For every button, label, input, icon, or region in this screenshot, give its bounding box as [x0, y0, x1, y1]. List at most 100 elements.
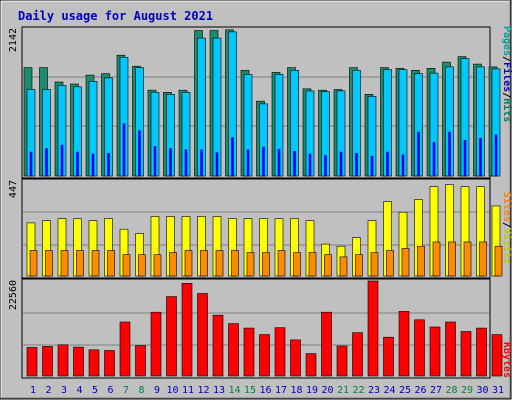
bar-kbytes-30 [476, 327, 487, 377]
bar-kbytes-11 [181, 282, 193, 377]
x-tick-23: 23 [368, 385, 380, 396]
legend-files: Files [501, 62, 512, 92]
bar-sites-30 [479, 241, 487, 277]
x-tick-18: 18 [290, 385, 302, 396]
x-tick-10: 10 [166, 385, 178, 396]
panel-visits-sites [21, 178, 491, 279]
bar-sites-21 [339, 256, 348, 277]
bar-pages-7 [122, 123, 126, 177]
bar-pages-20 [324, 155, 327, 177]
legend-hits: Hits [501, 98, 512, 122]
bar-pages-30 [479, 138, 482, 177]
x-tick-24: 24 [383, 385, 395, 396]
bar-sites-2 [45, 250, 53, 277]
bar-pages-31 [494, 134, 498, 177]
x-tick-16: 16 [259, 385, 271, 396]
bar-kbytes-28 [445, 321, 456, 377]
x-tick-3: 3 [61, 385, 67, 396]
bar-sites-6 [107, 250, 115, 277]
bar-pages-13 [215, 152, 219, 177]
x-tick-8: 8 [138, 385, 144, 396]
x-tick-25: 25 [399, 385, 411, 396]
bar-kbytes-6 [104, 350, 115, 377]
bar-pages-24 [386, 151, 389, 177]
bar-pages-16 [262, 146, 265, 177]
bar-sites-1 [29, 250, 38, 277]
bar-sites-28 [448, 241, 456, 277]
y-max-label-middle: 447 [8, 180, 19, 198]
bar-kbytes-27 [429, 326, 441, 377]
bar-sites-14 [231, 250, 239, 277]
x-tick-14: 14 [228, 385, 240, 396]
legend-kbytes: KBytes [501, 342, 512, 378]
bar-sites-15 [246, 252, 255, 277]
bar-pages-15 [246, 149, 250, 177]
x-tick-22: 22 [352, 385, 364, 396]
x-tick-7: 7 [123, 385, 129, 396]
bar-pages-10 [169, 148, 172, 177]
x-tick-21: 21 [337, 385, 349, 396]
bar-kbytes-15 [243, 327, 255, 377]
y-max-label-bottom: 22560 [8, 280, 19, 310]
bar-kbytes-17 [274, 327, 286, 377]
bar-kbytes-16 [259, 334, 270, 377]
bar-kbytes-3 [57, 344, 69, 377]
bar-sites-23 [370, 252, 379, 277]
legend-top: Pages/Files/Hits [501, 26, 512, 122]
bar-sites-8 [138, 254, 146, 277]
x-tick-28: 28 [445, 385, 457, 396]
bar-sites-29 [463, 241, 472, 277]
x-tick-5: 5 [92, 385, 98, 396]
bar-kbytes-20 [321, 311, 332, 377]
bar-sites-26 [417, 245, 425, 277]
bar-kbytes-21 [336, 345, 348, 377]
bar-sites-7 [122, 254, 131, 277]
bar-sites-13 [215, 250, 224, 277]
bar-pages-23 [370, 155, 374, 177]
bar-kbytes-23 [367, 280, 379, 377]
x-tick-31: 31 [492, 385, 504, 396]
x-tick-12: 12 [197, 385, 209, 396]
bar-pages-18 [293, 151, 296, 177]
x-tick-11: 11 [182, 385, 194, 396]
bar-sites-10 [169, 252, 177, 277]
bar-kbytes-7 [119, 321, 131, 377]
bar-kbytes-31 [491, 334, 503, 377]
bar-sites-27 [432, 241, 441, 277]
bar-pages-22 [355, 153, 358, 177]
bar-pages-3 [60, 144, 64, 177]
x-tick-26: 26 [414, 385, 426, 396]
bar-pages-6 [107, 153, 110, 177]
x-tick-13: 13 [213, 385, 225, 396]
bar-kbytes-1 [26, 347, 38, 377]
bar-pages-4 [76, 151, 79, 177]
bars-layer [23, 29, 503, 377]
x-tick-9: 9 [154, 385, 160, 396]
bar-sites-3 [60, 250, 69, 277]
bar-sites-25 [401, 248, 410, 277]
bar-sites-16 [262, 252, 270, 277]
legend-sites: Sites [501, 192, 512, 222]
bar-pages-8 [138, 130, 141, 177]
bar-sites-9 [153, 254, 162, 277]
legend-bottom: KBytes [501, 342, 512, 378]
bar-pages-11 [184, 149, 188, 177]
bar-pages-29 [463, 140, 467, 177]
chart-title: Daily usage for August 2021 [18, 9, 213, 23]
bar-sites-12 [200, 250, 208, 277]
bar-sites-18 [293, 252, 301, 277]
legend-pages: Pages [501, 26, 512, 56]
bar-pages-14 [231, 137, 234, 177]
legend-sep-2: / [501, 92, 512, 98]
bar-kbytes-22 [352, 332, 363, 377]
bar-pages-19 [308, 153, 312, 177]
x-tick-labels: 1 2 3 4 5 6 7 8 9 10 11 12 13 14 15 16 17 18 19 20 21 22 23 24 2… [30, 385, 504, 396]
bar-kbytes-14 [228, 323, 239, 377]
bar-sites-19 [308, 252, 317, 277]
legend-sep-1: / [501, 56, 512, 62]
x-tick-6: 6 [107, 385, 113, 396]
panel-kbytes [21, 278, 491, 379]
bar-kbytes-8 [135, 345, 146, 377]
